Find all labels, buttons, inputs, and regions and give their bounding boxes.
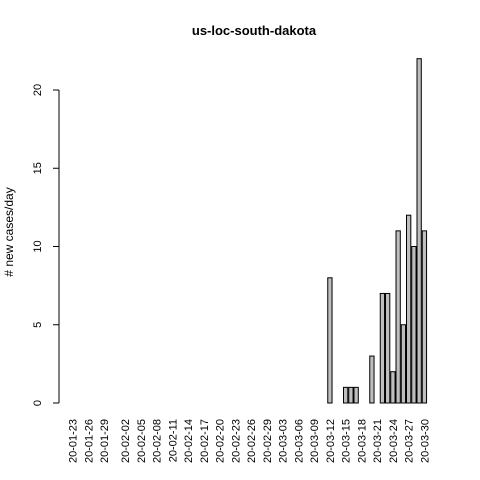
chart-title: us-loc-south-dakota [192, 23, 317, 38]
bar [411, 246, 417, 404]
y-axis: 0 5 10 15 20 [32, 84, 60, 406]
x-tick-label: 20-02-05 [136, 419, 148, 463]
x-tick-label: 20-02-17 [199, 419, 211, 463]
bar [421, 230, 428, 404]
bar [416, 58, 422, 404]
x-axis-tick-labels: 20-01-23 20-01-26 20-01-29 20-02-02 20-02-05… [68, 419, 432, 463]
y-tick-label: 20 [32, 84, 44, 96]
y-tick-label: 0 [32, 400, 44, 406]
x-tick-label: 20-03-15 [341, 419, 353, 463]
y-tick-label: 15 [32, 162, 44, 174]
x-tick-label: 20-03-03 [278, 419, 290, 463]
x-tick-label: 20-01-29 [99, 419, 111, 463]
x-tick-label: 20-02-29 [262, 419, 274, 463]
x-tick-label: 20-03-30 [419, 419, 431, 463]
bar [400, 324, 407, 404]
x-tick-label: 20-02-11 [167, 419, 179, 462]
x-tick-label: 20-02-23 [230, 419, 242, 463]
bar [395, 230, 401, 404]
x-tick-label: 20-03-21 [372, 419, 384, 463]
x-tick-label: 20-03-24 [388, 419, 400, 463]
bar [379, 292, 386, 404]
y-tick-label: 5 [32, 322, 44, 328]
x-tick-label: 20-03-18 [356, 419, 368, 463]
x-tick-label: 20-03-06 [293, 419, 305, 463]
bar [406, 214, 412, 404]
bars [327, 58, 428, 404]
bar [327, 277, 333, 404]
x-tick-label: 20-02-26 [246, 419, 258, 463]
x-tick-label: 20-01-26 [83, 419, 95, 463]
x-tick-label: 20-02-02 [120, 419, 132, 463]
y-tick-label: 10 [32, 240, 44, 252]
y-axis-label: # new cases/day [2, 187, 16, 276]
bar [369, 355, 375, 404]
x-tick-label: 20-01-23 [68, 419, 80, 463]
x-tick-label: 20-02-08 [152, 419, 164, 463]
bar [390, 371, 396, 404]
x-tick-label: 20-03-09 [309, 419, 321, 463]
x-tick-label: 20-02-20 [215, 419, 227, 463]
bar [353, 386, 359, 404]
bar [385, 292, 391, 404]
bar [343, 386, 349, 404]
x-tick-label: 20-03-12 [325, 419, 337, 463]
x-tick-label: 20-02-14 [183, 419, 195, 463]
x-tick-label: 20-03-27 [404, 419, 416, 463]
bar [348, 386, 354, 404]
